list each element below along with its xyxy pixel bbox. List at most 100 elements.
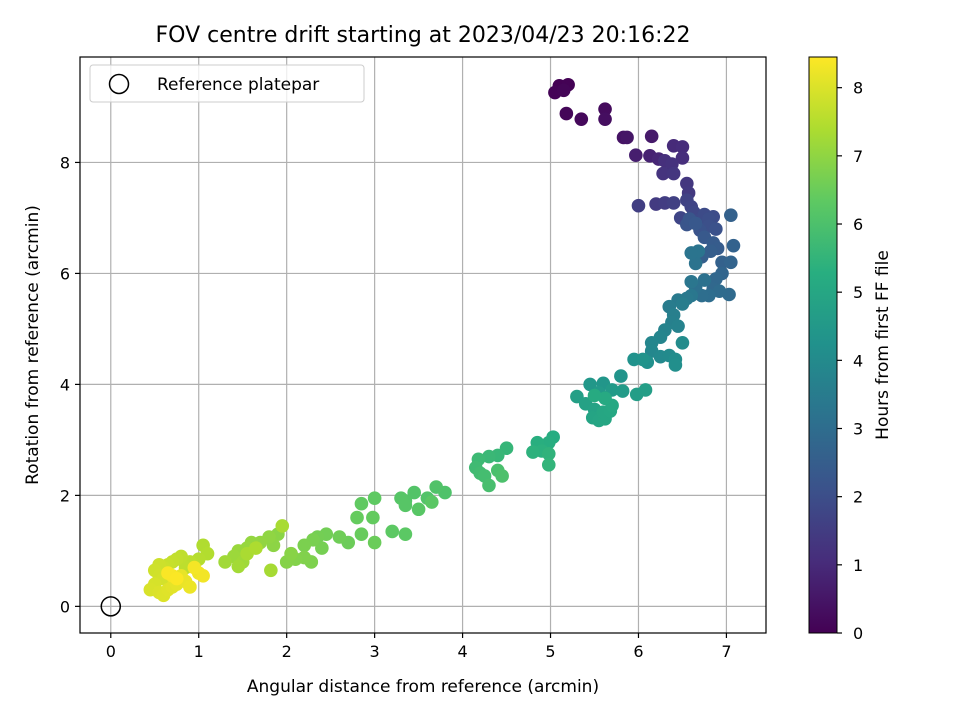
plot-frame: [79, 56, 767, 634]
scatter-point: [249, 541, 263, 555]
scatter-point: [598, 102, 612, 116]
scatter-point: [385, 524, 400, 539]
colorbar-tick-label: 4: [853, 351, 863, 370]
colorbar-label: Hours from first FF file: [873, 250, 893, 440]
scatter-points: [143, 77, 741, 603]
x-tick-label: 1: [194, 642, 204, 661]
scatter-point: [666, 196, 681, 210]
x-tick-label: 2: [282, 642, 292, 661]
scatter-point: [411, 502, 426, 517]
scatter-point: [583, 377, 597, 392]
colorbar-tick-label: 1: [853, 556, 863, 575]
scatter-point: [367, 491, 382, 505]
x-axis-label: Angular distance from reference (arcmin): [247, 677, 599, 697]
y-axis-label: Rotation from reference (arcmin): [23, 205, 43, 485]
scatter-point: [644, 129, 659, 144]
scatter-point: [629, 148, 643, 163]
colorbar-tick-label: 0: [853, 624, 863, 643]
scatter-point: [169, 571, 184, 586]
scatter-point: [666, 166, 681, 181]
scatter-point: [429, 480, 443, 494]
colorbar: 0 1 2 3 4 5 6 7 8 Hours from first FF file: [808, 56, 893, 643]
reference-platepar-marker: [100, 596, 122, 617]
scatter-point: [709, 222, 723, 236]
x-tick-label: 7: [721, 642, 731, 661]
scatter-point: [684, 246, 699, 260]
scatter-point: [541, 446, 556, 461]
scatter-point: [526, 445, 540, 459]
y-tick-label: 8: [60, 153, 70, 172]
scatter-point: [615, 384, 630, 398]
x-tick-label: 4: [457, 642, 467, 661]
scatter-point: [598, 391, 612, 406]
scatter-point: [183, 580, 197, 594]
scatter-point: [187, 560, 202, 575]
scatter-point: [424, 495, 439, 509]
scatter-point: [482, 449, 496, 464]
scatter-point: [671, 319, 685, 333]
colorbar-tick-label: 8: [853, 79, 863, 98]
scatter-point: [587, 388, 602, 403]
scatter-point: [495, 469, 509, 483]
scatter-point: [315, 541, 329, 555]
colorbar-tick-label: 2: [853, 488, 863, 507]
scatter-point: [724, 208, 738, 222]
legend-marker: [108, 73, 130, 95]
scatter-point: [638, 383, 653, 397]
legend-label: Reference platepar: [157, 75, 319, 95]
scatter-point: [297, 538, 312, 553]
scatter-point: [350, 510, 364, 525]
scatter-point: [688, 256, 703, 271]
scatter-point: [218, 555, 232, 569]
legend-box: [89, 64, 365, 103]
colorbar-tick-label: 5: [853, 283, 863, 302]
x-axis-ticks: 0 1 2 3 4 5 6 7: [106, 633, 732, 661]
scatter-point: [556, 83, 571, 98]
scatter-point: [697, 273, 712, 287]
scatter-point: [675, 140, 690, 154]
y-tick-label: 0: [60, 597, 70, 616]
scatter-point: [668, 358, 683, 372]
scatter-point: [264, 563, 278, 578]
colorbar-tick-label: 6: [853, 215, 863, 234]
scatter-point: [231, 559, 246, 574]
scatter-point: [275, 519, 290, 533]
x-tick-label: 0: [106, 642, 116, 661]
y-axis-ticks: 0 2 4 6 8: [60, 153, 80, 616]
scatter-point: [726, 238, 741, 253]
scatter-point: [684, 274, 699, 289]
legend: Reference platepar: [89, 64, 365, 103]
scatter-point: [559, 106, 574, 121]
scatter-point: [574, 112, 589, 126]
scatter-point: [656, 166, 670, 181]
colorbar-tick-label: 7: [853, 147, 863, 166]
scatter-point: [724, 255, 738, 270]
scatter-point: [482, 478, 496, 493]
scatter-point: [614, 369, 628, 383]
scatter-point: [675, 335, 690, 350]
scatter-point: [354, 496, 369, 511]
scatter-point: [712, 284, 727, 298]
colorbar-tick-label: 3: [853, 420, 863, 439]
colorbar-gradient: [808, 56, 838, 634]
scatter-point: [598, 112, 612, 126]
scatter-point: [688, 216, 703, 231]
scatter-point: [675, 151, 690, 165]
scatter-point: [631, 198, 646, 213]
y-tick-label: 2: [60, 486, 70, 505]
scatter-point: [636, 352, 650, 367]
x-tick-label: 6: [633, 642, 643, 661]
scatter-point: [367, 535, 382, 550]
x-tick-label: 5: [545, 642, 555, 661]
scatter-point: [398, 527, 413, 542]
scatter-point: [354, 527, 369, 542]
scatter-point: [407, 485, 422, 500]
x-tick-label: 3: [370, 642, 380, 661]
scatter-point: [541, 458, 556, 472]
y-tick-label: 6: [60, 264, 70, 283]
scatter-point: [398, 498, 413, 513]
scatter-point: [620, 130, 634, 145]
colorbar-ticks: 0 1 2 3 4 5 6 7 8: [837, 79, 863, 643]
scatter-point: [284, 546, 298, 561]
